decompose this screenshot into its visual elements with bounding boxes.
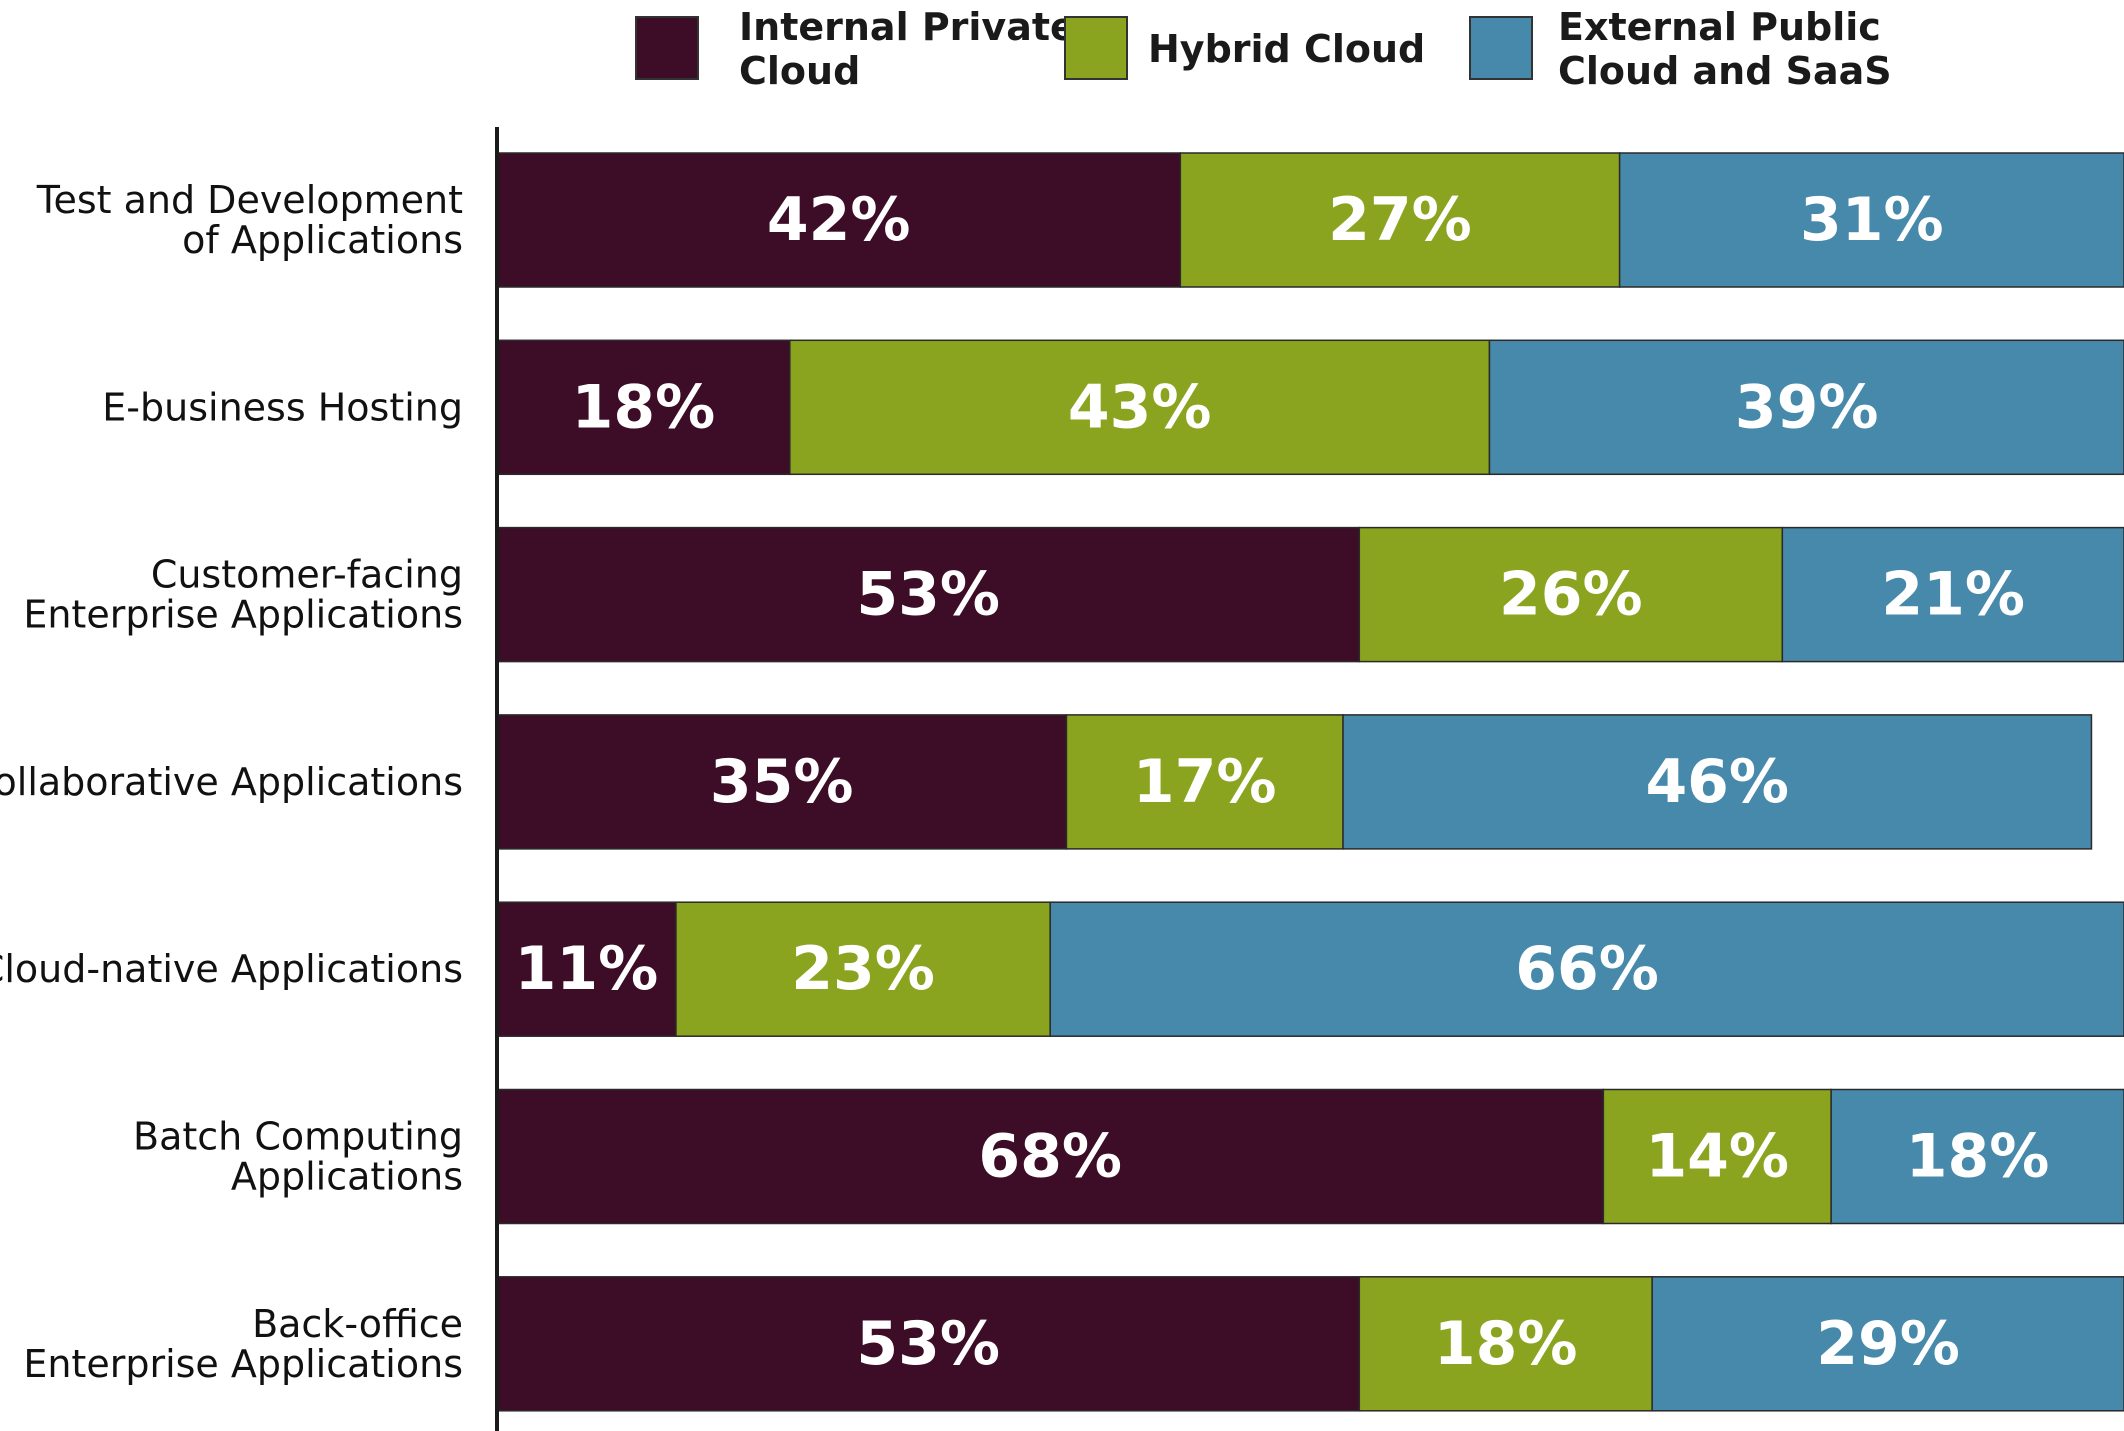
legend-external-public-cloud-and-saas-label: External Public [1558,5,1881,49]
data-label-test-and-development-of-applications-hybrid-cloud: 27% [1328,185,1472,255]
legend-internal-private-cloud-swatch [635,16,699,80]
data-label-e-business-hosting-hybrid-cloud: 43% [1068,372,1212,442]
bar-e-business-hosting-internal-private-cloud [496,339,791,476]
bar-cloud-native-applications-hybrid-cloud [675,901,1051,1037]
category-label-back-office-enterprise-applications: Enterprise Applications [23,1342,463,1386]
data-label-cloud-native-applications-external-public-cloud-and-saas: 66% [1515,934,1659,1004]
bar-batch-computing-applications-external-public-cloud-and-saas [1830,1088,2124,1225]
category-label-batch-computing-applications: Batch Computing [133,1115,463,1159]
legend-hybrid-cloud-swatch [1064,16,1128,80]
bar-back-office-enterprise-applications-hybrid-cloud [1358,1276,1653,1412]
bar-batch-computing-applications-internal-private-cloud [496,1088,1605,1225]
category-label-batch-computing-applications: Applications [231,1155,463,1199]
data-label-back-office-enterprise-applications-internal-private-cloud: 53% [856,1309,1000,1379]
bar-batch-computing-applications-hybrid-cloud [1602,1088,1832,1225]
legend-external-public-cloud-and-saas-swatch [1469,16,1533,80]
bar-area: 42% 27% 31% 18% 43% 39% 53% 26% 21% 35% 17% 46% 11% 2… [496,152,2124,1412]
data-label-batch-computing-applications-external-public-cloud-and-saas: 18% [1906,1122,2050,1192]
category-label-customer-facing-enterprise-applications: Enterprise Applications [23,593,463,637]
data-label-test-and-development-of-applications-external-public-cloud-and-saas: 31% [1800,185,1944,255]
data-label-batch-computing-applications-internal-private-cloud: 68% [978,1122,1122,1192]
data-label-back-office-enterprise-applications-external-public-cloud-and-saas: 29% [1816,1309,1960,1379]
bar-collaborative-applications-internal-private-cloud [496,714,1068,850]
bar-back-office-enterprise-applications-internal-private-cloud [496,1276,1361,1412]
data-label-collaborative-applications-hybrid-cloud: 17% [1133,747,1277,817]
bar-test-and-development-of-applications-external-public-cloud-and-saas [1618,152,2124,288]
data-label-test-and-development-of-applications-internal-private-cloud: 42% [767,185,911,255]
legend-internal-private-cloud-label: Cloud [739,49,860,93]
data-label-cloud-native-applications-internal-private-cloud: 11% [515,934,659,1004]
category-label-test-and-development-of-applications: of Applications [182,218,463,262]
data-label-collaborative-applications-external-public-cloud-and-saas: 46% [1645,747,1789,817]
category-label-back-office-enterprise-applications: Back-office [252,1302,463,1346]
data-label-back-office-enterprise-applications-hybrid-cloud: 18% [1434,1309,1578,1379]
bar-e-business-hosting-external-public-cloud-and-saas [1488,339,2124,476]
category-label-e-business-hosting: E-business Hosting [102,385,463,429]
bar-e-business-hosting-hybrid-cloud [789,339,1491,476]
data-label-customer-facing-enterprise-applications-hybrid-cloud: 26% [1499,560,1643,630]
category-label-collaborative-applications: Collaborative Applications [0,760,463,804]
bar-back-office-enterprise-applications-external-public-cloud-and-saas [1651,1276,2124,1412]
bar-customer-facing-enterprise-applications-external-public-cloud-and-saas [1781,526,2124,663]
bar-collaborative-applications-external-public-cloud-and-saas [1342,714,2093,850]
data-label-batch-computing-applications-hybrid-cloud: 14% [1645,1122,1789,1192]
data-label-cloud-native-applications-hybrid-cloud: 23% [791,934,935,1004]
legend-external-public-cloud-and-saas-label: Cloud and SaaS [1558,49,1892,93]
data-label-e-business-hosting-external-public-cloud-and-saas: 39% [1735,372,1879,442]
legend-internal-private-cloud-label: Internal Private [739,5,1076,49]
data-label-customer-facing-enterprise-applications-external-public-cloud-and-saas: 21% [1881,560,2025,630]
bar-test-and-development-of-applications-hybrid-cloud [1179,152,1621,288]
data-label-collaborative-applications-internal-private-cloud: 35% [710,747,854,817]
data-label-customer-facing-enterprise-applications-internal-private-cloud: 53% [856,560,1000,630]
bar-test-and-development-of-applications-internal-private-cloud [496,152,1182,288]
legend-hybrid-cloud-label: Hybrid Cloud [1148,27,1425,71]
category-label-test-and-development-of-applications: Test and Development [36,178,463,222]
bar-collaborative-applications-hybrid-cloud [1065,714,1344,850]
category-label-customer-facing-enterprise-applications: Customer-facing [151,553,463,597]
bar-cloud-native-applications-internal-private-cloud [496,901,677,1037]
data-label-e-business-hosting-internal-private-cloud: 18% [572,372,716,442]
bar-cloud-native-applications-external-public-cloud-and-saas [1049,901,2124,1037]
bar-customer-facing-enterprise-applications-hybrid-cloud [1358,526,1784,663]
category-label-cloud-native-applications: Cloud-native Applications [0,947,463,991]
